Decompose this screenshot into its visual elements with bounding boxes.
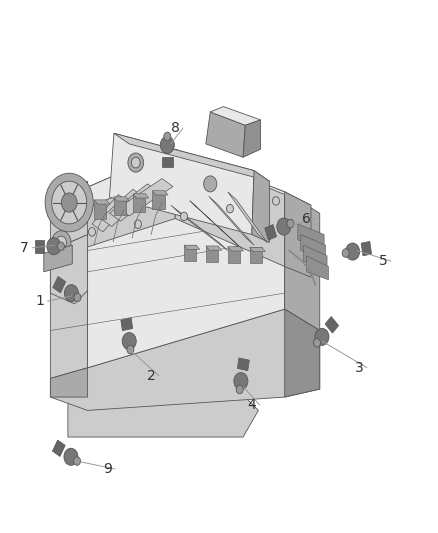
Circle shape (61, 193, 77, 212)
Polygon shape (114, 133, 269, 181)
Polygon shape (44, 245, 72, 272)
Circle shape (342, 249, 349, 257)
Polygon shape (50, 181, 88, 251)
Polygon shape (110, 133, 254, 235)
Polygon shape (210, 107, 261, 125)
Polygon shape (171, 205, 228, 251)
Polygon shape (190, 201, 241, 248)
Polygon shape (298, 224, 324, 248)
Polygon shape (152, 191, 165, 209)
Circle shape (57, 242, 64, 251)
Polygon shape (361, 241, 371, 256)
Polygon shape (307, 256, 328, 280)
Circle shape (234, 373, 248, 390)
Polygon shape (265, 224, 276, 240)
Polygon shape (50, 235, 88, 378)
Circle shape (226, 205, 233, 213)
Circle shape (52, 181, 87, 224)
Circle shape (287, 220, 294, 228)
Polygon shape (35, 240, 44, 253)
Polygon shape (243, 120, 261, 157)
Circle shape (64, 448, 78, 465)
Polygon shape (175, 149, 311, 205)
Polygon shape (285, 192, 320, 330)
Polygon shape (228, 247, 240, 263)
Circle shape (272, 197, 279, 205)
Polygon shape (113, 197, 129, 201)
Text: 1: 1 (35, 294, 44, 308)
Polygon shape (118, 179, 173, 216)
Polygon shape (50, 309, 320, 410)
Circle shape (127, 345, 134, 354)
Circle shape (164, 132, 171, 141)
Circle shape (236, 385, 243, 394)
Polygon shape (77, 149, 199, 205)
Polygon shape (133, 194, 145, 213)
Polygon shape (101, 189, 144, 227)
Circle shape (204, 176, 217, 192)
Polygon shape (325, 317, 339, 333)
Polygon shape (121, 318, 133, 330)
Polygon shape (77, 149, 175, 251)
Circle shape (277, 218, 291, 235)
Polygon shape (304, 245, 327, 269)
Polygon shape (162, 157, 173, 167)
Polygon shape (252, 171, 269, 243)
Polygon shape (68, 378, 245, 397)
Circle shape (134, 220, 141, 229)
Polygon shape (113, 197, 126, 215)
Circle shape (180, 212, 187, 221)
Circle shape (74, 293, 81, 302)
Text: 2: 2 (147, 369, 155, 383)
Text: 3: 3 (355, 361, 364, 375)
Circle shape (128, 153, 144, 172)
Circle shape (122, 333, 136, 350)
Polygon shape (88, 192, 285, 368)
Polygon shape (206, 112, 245, 157)
Text: 6: 6 (302, 212, 311, 225)
Polygon shape (285, 192, 311, 277)
Polygon shape (50, 235, 88, 304)
Polygon shape (133, 194, 149, 198)
Circle shape (131, 157, 140, 168)
Text: 9: 9 (103, 462, 112, 476)
Circle shape (64, 285, 78, 302)
Polygon shape (184, 245, 196, 261)
Polygon shape (184, 245, 200, 249)
Circle shape (52, 231, 71, 254)
Polygon shape (68, 397, 258, 437)
Polygon shape (250, 247, 265, 252)
Polygon shape (250, 247, 262, 263)
Circle shape (88, 228, 95, 236)
Circle shape (160, 136, 174, 154)
Circle shape (314, 338, 321, 347)
Text: 5: 5 (379, 254, 388, 268)
Polygon shape (301, 235, 325, 259)
Text: 8: 8 (171, 121, 180, 135)
Polygon shape (228, 192, 267, 243)
Polygon shape (228, 247, 244, 251)
Polygon shape (152, 191, 168, 195)
Polygon shape (285, 309, 320, 397)
Polygon shape (110, 184, 159, 221)
Polygon shape (94, 200, 110, 204)
Circle shape (74, 457, 81, 465)
Circle shape (346, 243, 360, 260)
Polygon shape (206, 246, 222, 250)
Polygon shape (53, 440, 65, 456)
Circle shape (315, 328, 329, 345)
Circle shape (45, 173, 93, 232)
Polygon shape (53, 277, 66, 293)
Text: 4: 4 (247, 398, 256, 412)
Polygon shape (92, 195, 129, 232)
Polygon shape (94, 200, 106, 219)
Polygon shape (50, 368, 88, 397)
Polygon shape (209, 196, 254, 245)
Polygon shape (175, 149, 285, 266)
Circle shape (47, 238, 61, 255)
Polygon shape (206, 246, 218, 262)
Circle shape (56, 236, 67, 249)
Polygon shape (237, 358, 249, 370)
Text: 7: 7 (20, 241, 28, 255)
